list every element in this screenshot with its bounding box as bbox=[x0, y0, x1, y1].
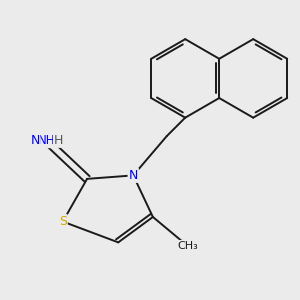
Text: NH: NH bbox=[38, 134, 56, 147]
Text: H: H bbox=[54, 134, 63, 147]
Text: N: N bbox=[129, 169, 138, 182]
Text: S: S bbox=[59, 215, 67, 228]
Text: CH₃: CH₃ bbox=[177, 241, 198, 251]
Text: N: N bbox=[30, 134, 40, 147]
